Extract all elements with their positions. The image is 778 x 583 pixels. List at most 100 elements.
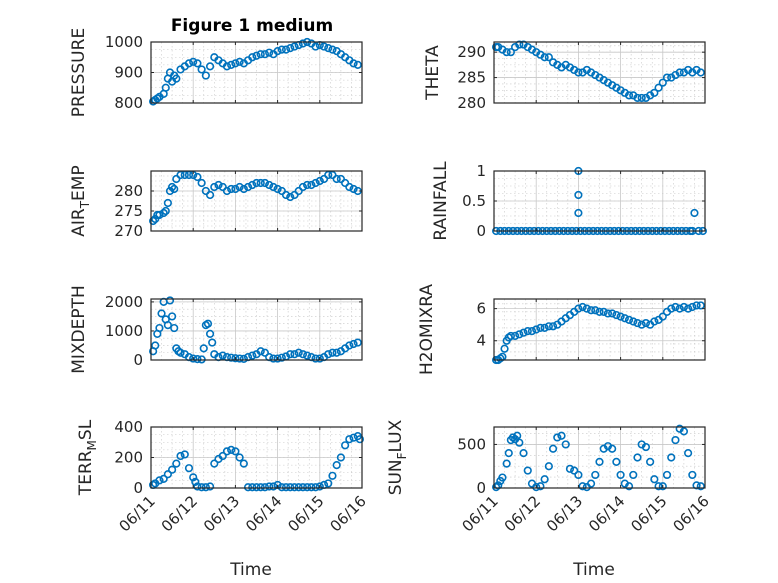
data-point [231, 59, 240, 68]
data-point [646, 457, 655, 466]
data-point [692, 301, 701, 310]
y-tick-label: 0 [133, 479, 143, 497]
y-tick-label: 285 [457, 69, 486, 87]
data-point [637, 320, 646, 329]
x-tick-label: 06/12 [501, 492, 544, 535]
data-point [222, 62, 232, 71]
data-point [324, 350, 333, 359]
data-point [214, 180, 223, 190]
data-point [286, 483, 295, 492]
data-point [341, 178, 350, 188]
data-point [176, 170, 185, 180]
data-point [544, 53, 553, 62]
y-tick-label: 500 [457, 435, 486, 453]
data-point [315, 482, 324, 491]
data-point [690, 208, 699, 218]
y-tick-label: 900 [114, 64, 143, 82]
data-point [205, 190, 215, 200]
data-point [151, 214, 160, 224]
data-point [679, 427, 689, 436]
y-axis-label: RAINFALL [431, 161, 451, 241]
data-point [599, 307, 608, 316]
data-point [155, 323, 164, 333]
data-point [319, 174, 329, 184]
data-point [235, 453, 244, 462]
data-point [608, 309, 617, 318]
data-point [298, 182, 308, 192]
y-tick-label: 800 [114, 94, 143, 112]
data-point [519, 328, 528, 337]
data-point [277, 186, 286, 196]
data-point [201, 186, 210, 196]
data-point [667, 453, 676, 462]
data-point [248, 483, 257, 492]
data-point [595, 457, 604, 466]
data-point [277, 483, 286, 492]
data-point [197, 483, 206, 492]
data-point [210, 459, 219, 468]
data-point [544, 322, 553, 331]
data-point [345, 435, 354, 444]
data-point [205, 62, 215, 71]
data-point [629, 317, 638, 326]
data-point [319, 480, 329, 490]
y-tick-label: 2000 [105, 293, 143, 311]
y-tick-label: 400 [114, 418, 143, 436]
data-point [662, 470, 672, 480]
data-point [208, 338, 217, 347]
data-point [595, 307, 604, 316]
data-point [540, 475, 549, 484]
data-point [612, 310, 621, 320]
data-point [311, 178, 320, 188]
data-point [193, 355, 202, 364]
data-point [620, 314, 629, 323]
data-point [191, 477, 200, 487]
x-tick-label: 06/14 [242, 492, 285, 535]
data-point [658, 482, 667, 491]
data-point [260, 348, 270, 357]
data-point [260, 50, 270, 59]
axes-frame [493, 41, 706, 104]
data-point [536, 482, 545, 491]
data-point [294, 186, 303, 196]
data-point [273, 354, 282, 363]
data-point [303, 351, 312, 360]
data-point [235, 182, 244, 192]
data-point [311, 354, 320, 363]
data-point [582, 304, 591, 313]
y-tick-label: 0.5 [462, 192, 486, 210]
data-point [332, 461, 341, 470]
data-point [500, 344, 509, 353]
data-point [227, 184, 236, 194]
data-point [222, 447, 232, 456]
data-point [176, 451, 185, 461]
data-point [243, 182, 253, 192]
data-point [540, 53, 549, 62]
y-tick-label: 275 [114, 202, 143, 220]
data-point [502, 459, 511, 468]
data-point [269, 354, 278, 363]
data-point [332, 174, 341, 184]
y-tick-label: 0 [133, 351, 143, 369]
data-point [290, 350, 299, 359]
data-point [662, 73, 672, 82]
data-point [637, 93, 646, 103]
data-point [508, 433, 518, 442]
y-axis-label: H2OMIXRA [417, 284, 437, 375]
data-point [203, 319, 213, 328]
data-point [218, 182, 227, 192]
data-point [231, 184, 240, 194]
data-point [544, 462, 553, 471]
data-point [298, 39, 308, 48]
y-tick-label: 0 [476, 222, 486, 240]
data-point [193, 172, 202, 182]
data-point [523, 327, 532, 336]
data-point [353, 338, 362, 347]
data-point [633, 93, 642, 103]
y-axis-label: AIRTEMP [69, 165, 92, 236]
subplot-3: 270 275 280 AIRTEMP [69, 165, 363, 240]
data-point [273, 47, 282, 56]
x-axis-label-right: Time [572, 560, 615, 580]
y-axis-label: THETA [423, 45, 443, 101]
